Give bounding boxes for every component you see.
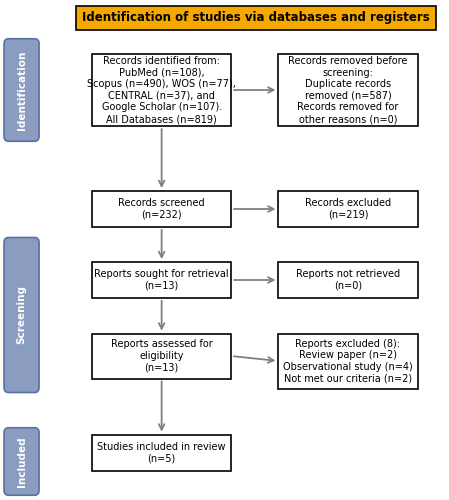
FancyBboxPatch shape: [92, 262, 231, 298]
Text: Studies included in review
(n=5): Studies included in review (n=5): [97, 442, 226, 464]
FancyBboxPatch shape: [92, 434, 231, 470]
FancyBboxPatch shape: [92, 334, 231, 378]
FancyBboxPatch shape: [4, 39, 39, 142]
Text: Records excluded
(n=219): Records excluded (n=219): [305, 198, 391, 220]
FancyBboxPatch shape: [92, 54, 231, 127]
FancyBboxPatch shape: [278, 54, 418, 127]
Text: Records screened
(n=232): Records screened (n=232): [119, 198, 205, 220]
FancyBboxPatch shape: [92, 191, 231, 227]
FancyBboxPatch shape: [76, 6, 436, 30]
Text: Reports sought for retrieval
(n=13): Reports sought for retrieval (n=13): [94, 269, 229, 291]
FancyBboxPatch shape: [278, 334, 418, 388]
Text: Reports assessed for
eligibility
(n=13): Reports assessed for eligibility (n=13): [111, 340, 212, 372]
FancyBboxPatch shape: [278, 191, 418, 227]
Text: Included: Included: [17, 436, 26, 487]
FancyBboxPatch shape: [278, 262, 418, 298]
Text: Reports excluded (8):
Review paper (n=2)
Observational study (n=4)
Not met our c: Reports excluded (8): Review paper (n=2)…: [283, 338, 413, 384]
Text: Reports not retrieved
(n=0): Reports not retrieved (n=0): [296, 269, 400, 291]
Text: Identification: Identification: [17, 50, 26, 130]
Text: Records removed before
screening:
Duplicate records
removed (n=587)
Records remo: Records removed before screening: Duplic…: [288, 56, 408, 124]
Text: Screening: Screening: [17, 286, 26, 344]
Text: Records identified from:
PubMed (n=108),
Scopus (n=490), WOS (n=77),
CENTRAL (n=: Records identified from: PubMed (n=108),…: [87, 56, 236, 124]
FancyBboxPatch shape: [4, 428, 39, 495]
Text: Identification of studies via databases and registers: Identification of studies via databases …: [82, 11, 430, 24]
FancyBboxPatch shape: [4, 238, 39, 392]
